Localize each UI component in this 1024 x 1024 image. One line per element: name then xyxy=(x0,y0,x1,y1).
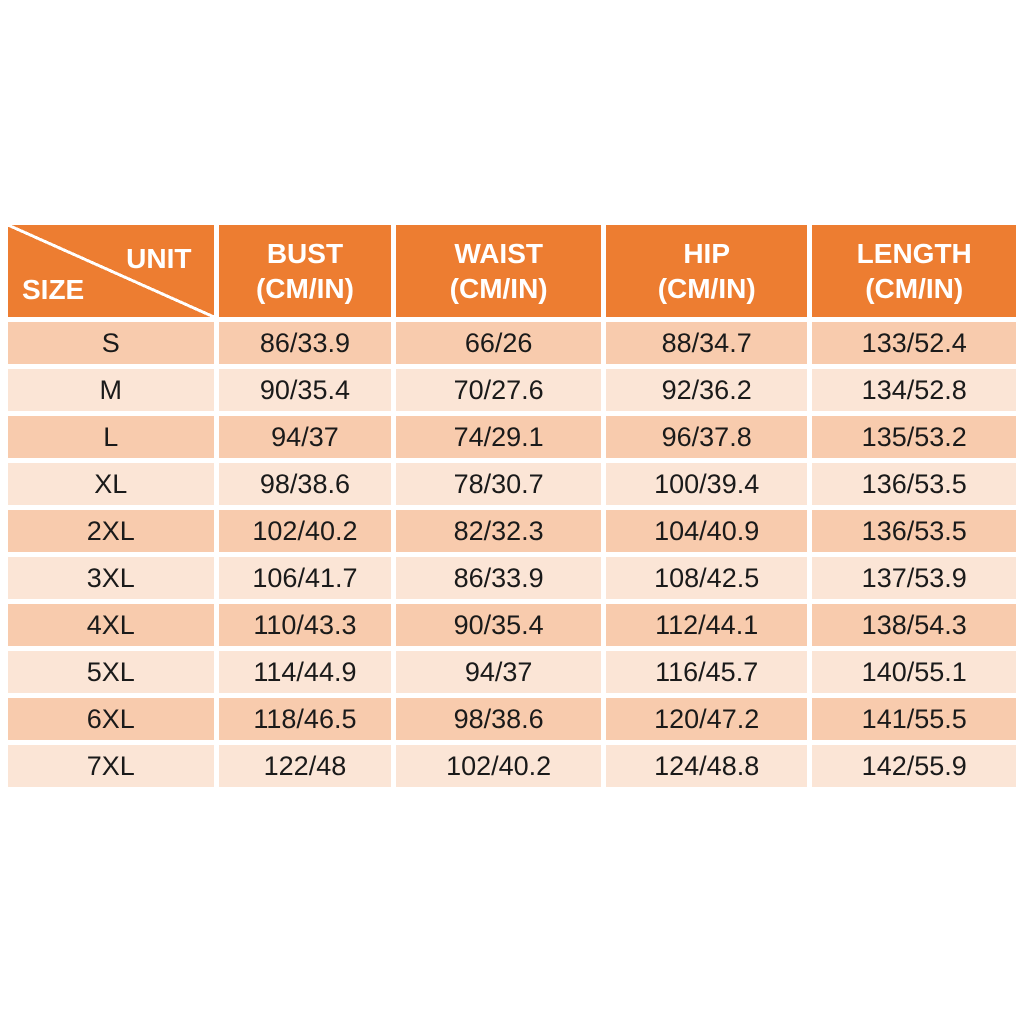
header-length-unit: (CM/IN) xyxy=(865,273,964,304)
waist-cell: 78/30.7 xyxy=(396,463,601,505)
bust-cell: 122/48 xyxy=(218,745,392,787)
length-cell: 138/54.3 xyxy=(812,604,1016,646)
length-cell: 136/53.5 xyxy=(812,463,1016,505)
size-table-body: S 86/33.9 66/26 88/34.7 133/52.4 M 90/35.4 70/2… xyxy=(8,322,1016,787)
size-cell: XL xyxy=(8,463,214,505)
waist-cell: 102/40.2 xyxy=(396,745,601,787)
length-cell: 142/55.9 xyxy=(812,745,1016,787)
size-chart-table: UNIT SIZE BUST (CM/IN) WAIST (CM/IN) HIP… xyxy=(3,220,1021,792)
length-cell: 140/55.1 xyxy=(812,651,1016,693)
bust-cell: 110/43.3 xyxy=(218,604,392,646)
header-bust: BUST (CM/IN) xyxy=(218,225,392,317)
header-bust-unit: (CM/IN) xyxy=(255,273,354,304)
size-cell: 3XL xyxy=(8,557,214,599)
table-row-s: S 86/33.9 66/26 88/34.7 133/52.4 xyxy=(8,322,1016,364)
waist-cell: 98/38.6 xyxy=(396,698,601,740)
length-cell: 133/52.4 xyxy=(812,322,1016,364)
bust-cell: 102/40.2 xyxy=(218,510,392,552)
table-row-2xl: 2XL 102/40.2 82/32.3 104/40.9 136/53.5 xyxy=(8,510,1016,552)
waist-cell: 74/29.1 xyxy=(396,416,601,458)
waist-cell: 70/27.6 xyxy=(396,369,601,411)
bust-cell: 90/35.4 xyxy=(218,369,392,411)
bust-cell: 94/37 xyxy=(218,416,392,458)
hip-cell: 96/37.8 xyxy=(605,416,808,458)
waist-cell: 90/35.4 xyxy=(396,604,601,646)
size-cell: 2XL xyxy=(8,510,214,552)
size-cell: M xyxy=(8,369,214,411)
table-row-4xl: 4XL 110/43.3 90/35.4 112/44.1 138/54.3 xyxy=(8,604,1016,646)
bust-cell: 106/41.7 xyxy=(218,557,392,599)
length-cell: 134/52.8 xyxy=(812,369,1016,411)
header-waist: WAIST (CM/IN) xyxy=(396,225,601,317)
waist-cell: 94/37 xyxy=(396,651,601,693)
length-cell: 141/55.5 xyxy=(812,698,1016,740)
header-hip: HIP (CM/IN) xyxy=(605,225,808,317)
table-row-5xl: 5XL 114/44.9 94/37 116/45.7 140/55.1 xyxy=(8,651,1016,693)
waist-cell: 86/33.9 xyxy=(396,557,601,599)
header-length-title: LENGTH xyxy=(856,238,972,269)
header-length: LENGTH (CM/IN) xyxy=(812,225,1016,317)
header-hip-title: HIP xyxy=(683,238,731,269)
hip-cell: 92/36.2 xyxy=(605,369,808,411)
corner-header-cell: UNIT SIZE xyxy=(8,225,214,317)
table-row-7xl: 7XL 122/48 102/40.2 124/48.8 142/55.9 xyxy=(8,745,1016,787)
size-cell: 6XL xyxy=(8,698,214,740)
length-cell: 135/53.2 xyxy=(812,416,1016,458)
header-hip-unit: (CM/IN) xyxy=(657,273,756,304)
bust-cell: 114/44.9 xyxy=(218,651,392,693)
waist-cell: 66/26 xyxy=(396,322,601,364)
hip-cell: 100/39.4 xyxy=(605,463,808,505)
size-cell: S xyxy=(8,322,214,364)
hip-cell: 116/45.7 xyxy=(605,651,808,693)
size-cell: 5XL xyxy=(8,651,214,693)
hip-cell: 108/42.5 xyxy=(605,557,808,599)
table-row-6xl: 6XL 118/46.5 98/38.6 120/47.2 141/55.5 xyxy=(8,698,1016,740)
header-bust-title: BUST xyxy=(266,238,344,269)
bust-cell: 98/38.6 xyxy=(218,463,392,505)
hip-cell: 88/34.7 xyxy=(605,322,808,364)
size-cell: 4XL xyxy=(8,604,214,646)
table-row-l: L 94/37 74/29.1 96/37.8 135/53.2 xyxy=(8,416,1016,458)
header-waist-title: WAIST xyxy=(454,238,543,269)
length-cell: 136/53.5 xyxy=(812,510,1016,552)
table-row-3xl: 3XL 106/41.7 86/33.9 108/42.5 137/53.9 xyxy=(8,557,1016,599)
size-cell: 7XL xyxy=(8,745,214,787)
table-row-xl: XL 98/38.6 78/30.7 100/39.4 136/53.5 xyxy=(8,463,1016,505)
length-cell: 137/53.9 xyxy=(812,557,1016,599)
header-waist-unit: (CM/IN) xyxy=(449,273,548,304)
bust-cell: 118/46.5 xyxy=(218,698,392,740)
size-header-label: SIZE xyxy=(22,274,85,305)
unit-header-label: UNIT xyxy=(126,243,192,274)
table-row-m: M 90/35.4 70/27.6 92/36.2 134/52.8 xyxy=(8,369,1016,411)
hip-cell: 120/47.2 xyxy=(605,698,808,740)
hip-cell: 124/48.8 xyxy=(605,745,808,787)
waist-cell: 82/32.3 xyxy=(396,510,601,552)
header-row: UNIT SIZE BUST (CM/IN) WAIST (CM/IN) HIP… xyxy=(8,225,1016,317)
hip-cell: 112/44.1 xyxy=(605,604,808,646)
bust-cell: 86/33.9 xyxy=(218,322,392,364)
hip-cell: 104/40.9 xyxy=(605,510,808,552)
size-cell: L xyxy=(8,416,214,458)
